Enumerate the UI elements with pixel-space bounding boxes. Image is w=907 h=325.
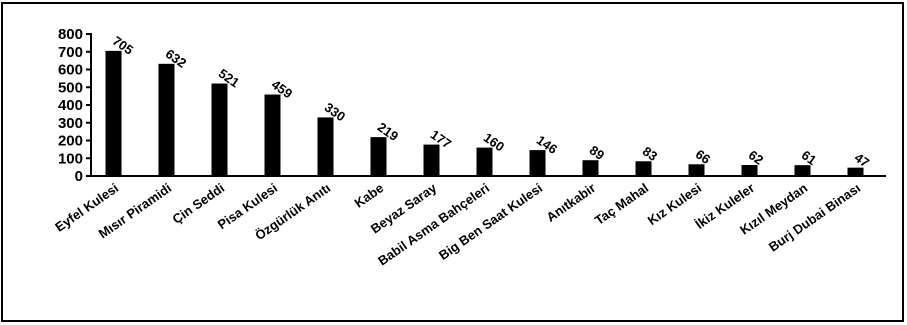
- bar: [158, 63, 175, 176]
- y-tick-label: 200: [58, 133, 83, 150]
- bar: [105, 50, 122, 176]
- bar: [741, 164, 758, 176]
- data-label: 66: [693, 146, 713, 167]
- bar: [476, 147, 493, 176]
- data-label: 62: [746, 147, 766, 168]
- y-tick-label: 800: [58, 26, 83, 43]
- y-tick-label: 400: [58, 97, 83, 114]
- y-tick-label: 100: [58, 150, 83, 167]
- y-tick-label: 0: [75, 168, 83, 185]
- bar: [529, 150, 546, 176]
- bar: [688, 164, 705, 176]
- y-tick-label: 700: [58, 44, 83, 61]
- bar: [582, 160, 599, 176]
- y-tick-label: 500: [58, 79, 83, 96]
- bar: [794, 165, 811, 176]
- data-label: 83: [640, 143, 660, 164]
- data-label: 61: [799, 147, 819, 168]
- bar: [847, 167, 864, 176]
- bar: [317, 117, 334, 176]
- bar: [635, 161, 652, 176]
- bar: [264, 94, 281, 176]
- category-label: Burj Dubai Binası: [766, 180, 863, 254]
- data-label: 47: [852, 150, 872, 171]
- category-label: Taç Mahal: [592, 180, 651, 228]
- category-label: Kabe: [352, 180, 387, 211]
- category-label: Anıtkabir: [543, 180, 598, 225]
- y-tick-label: 600: [58, 62, 83, 79]
- data-label: 89: [587, 142, 607, 163]
- bar: [423, 144, 440, 176]
- y-tick-label: 300: [58, 115, 83, 132]
- bar: [370, 137, 387, 176]
- bar: [211, 83, 228, 176]
